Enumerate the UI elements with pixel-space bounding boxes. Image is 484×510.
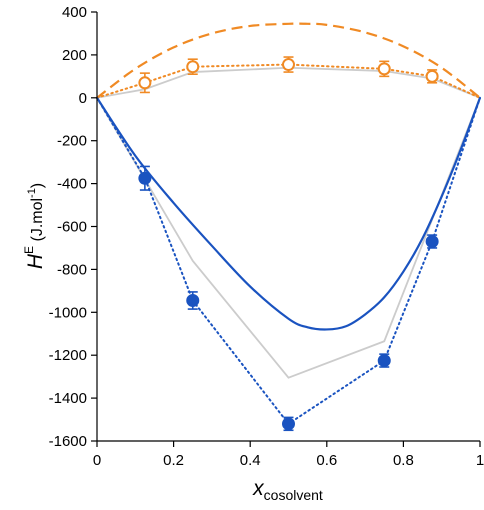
x-tick-label: 0.2 — [163, 452, 184, 469]
orange-point — [377, 62, 391, 76]
y-tick-label: -1400 — [49, 390, 87, 407]
x-tick-label: 0.6 — [316, 452, 337, 469]
series-curve-orange-dashed — [96, 22, 481, 99]
orange-point — [282, 58, 295, 72]
series-line-gray-lower — [96, 97, 481, 379]
y-tick-label: -1200 — [49, 347, 87, 364]
y-tick-label: 400 — [62, 4, 87, 21]
y-tick-label: -400 — [57, 176, 87, 193]
y-tick-label: -800 — [57, 261, 87, 278]
blue-point — [377, 354, 391, 368]
blue-point — [138, 171, 152, 185]
y-tick-label: 0 — [79, 90, 87, 107]
series-curve-blue — [96, 97, 482, 331]
x-tick-label: 1 — [476, 452, 484, 469]
y-tick-label: -600 — [57, 219, 87, 236]
x-axis-title: xcosolvent — [252, 477, 323, 503]
blue-point — [186, 294, 200, 308]
blue-point — [282, 417, 295, 431]
orange-point — [186, 60, 200, 74]
y-tick-label: -1000 — [49, 304, 87, 321]
series-dotted-blue — [96, 96, 481, 426]
blue-point — [425, 235, 439, 249]
x-tick-label: 0.8 — [393, 452, 414, 469]
x-tick-label: 0.4 — [240, 452, 261, 469]
y-tick-label: 200 — [62, 47, 87, 64]
orange-point — [425, 69, 439, 83]
y-tick-label: -200 — [57, 133, 87, 150]
y-axis-title: HE (J.mol-1) — [22, 183, 47, 269]
orange-point — [138, 76, 152, 90]
plot-layer — [96, 22, 482, 432]
ticks-layer: 400 200 0 -200 -400 -600 -800 -1000 -1200 -1400 -1… — [49, 4, 484, 469]
x-tick-label: 0 — [93, 452, 101, 469]
y-tick-label: -1600 — [49, 433, 87, 450]
